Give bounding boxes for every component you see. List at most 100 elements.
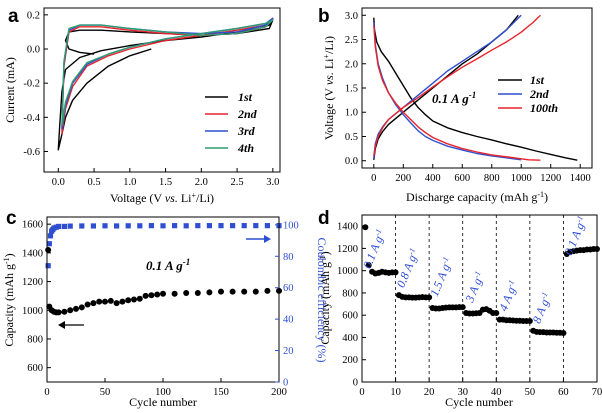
x-tick-label: 0 xyxy=(359,387,364,398)
capacity-point xyxy=(125,297,132,304)
capacity-point xyxy=(252,288,259,295)
rate-capacity-point xyxy=(362,224,369,231)
y-tick-label: 0.2 xyxy=(27,10,40,21)
discharge-curve-100th xyxy=(373,14,541,161)
y-axis-label-c: Capacity (mAh g-1) xyxy=(2,253,17,346)
legend-label-4th: 4th xyxy=(237,141,254,155)
y2-tick-label: 60 xyxy=(283,283,294,294)
plot-frame-b xyxy=(361,7,593,169)
x-tick-label: 2.0 xyxy=(195,177,208,188)
x-axis-label-a: Voltage (V vs. Li+/Li) xyxy=(110,191,214,206)
capacity-point xyxy=(61,308,68,315)
capacity-point xyxy=(148,292,155,299)
ce-point xyxy=(102,223,108,229)
x-tick-label: 1200 xyxy=(540,173,561,184)
x-tick-label: 800 xyxy=(484,173,500,184)
panel-b: b 0 200 400 600 800 1000 1200 1400 0.0 0.5 1.0 1.5… xyxy=(318,6,593,204)
ce-point xyxy=(218,223,224,229)
ce-point xyxy=(46,241,52,247)
legend-label-3rd: 3rd xyxy=(237,124,256,138)
y-tick-label: 2.5 xyxy=(345,35,358,46)
capacity-point xyxy=(45,247,52,253)
ce-point xyxy=(45,263,51,269)
legend-label-1st: 1st xyxy=(530,73,545,87)
rate-label: 1.5 A g-1 xyxy=(427,255,456,298)
ce-point xyxy=(253,223,259,229)
capacity-point xyxy=(90,300,97,307)
panel-a: a 0.0 0.5 1.0 1.5 2.0 2.5 3.0 -0.6-0.4-0.20.00… xyxy=(3,6,281,206)
ce-point xyxy=(137,223,143,229)
x-tick-label: 600 xyxy=(454,173,470,184)
y-ticks-b: 0.0 0.5 1.0 1.5 2.0 2.5 3.0 xyxy=(345,11,366,167)
capacity-point xyxy=(171,290,178,297)
discharge-curve-2nd xyxy=(373,14,522,161)
capacity-point xyxy=(142,292,149,299)
y-tick-label: 800 xyxy=(342,288,358,299)
rate-capacity-point xyxy=(365,262,372,269)
y-tick-label: -0.6 xyxy=(23,147,40,158)
x-tick-label: 1.5 xyxy=(159,177,172,188)
x-tick-label: 40 xyxy=(491,387,502,398)
rate-label: 3 A g-1 xyxy=(462,270,488,306)
capacity-point xyxy=(73,305,79,312)
arrow-to-left-axis xyxy=(58,321,84,329)
capacity-point xyxy=(78,304,85,311)
legend-label-2nd: 2nd xyxy=(237,107,258,121)
rate-annotation-c: 0.1 A g-1 xyxy=(146,257,190,273)
capacity-point xyxy=(229,288,236,295)
capacity-point xyxy=(84,301,91,308)
capacity-point xyxy=(154,291,161,298)
capacity-point xyxy=(218,288,224,295)
x-tick-label: 60 xyxy=(558,387,569,398)
y2-tick-label: 80 xyxy=(283,252,294,263)
x-tick-label: 20 xyxy=(424,387,435,398)
rate-capacity-point xyxy=(560,330,567,337)
panel-label-c: c xyxy=(6,208,17,229)
y2-axis-label-c: Coulombic efficiency (%) xyxy=(315,237,329,362)
x-tick-label: 100 xyxy=(155,387,171,398)
capacity-point xyxy=(241,288,248,295)
x-tick-label: 0 xyxy=(371,173,376,184)
y-tick-label: -0.2 xyxy=(23,79,40,90)
x-ticks-b: 0 200 400 600 800 1000 1200 1400 xyxy=(371,164,591,184)
capacity-point xyxy=(264,287,271,294)
capacity-point xyxy=(102,298,108,305)
plot-frame-d xyxy=(361,214,598,383)
capacity-point xyxy=(183,290,190,297)
rate-capacity-point xyxy=(426,294,433,301)
y2-tick-label: 40 xyxy=(283,315,294,326)
x-tick-label: 2.5 xyxy=(231,177,244,188)
y-tick-label: 600 xyxy=(342,311,358,322)
y-tick-label: 800 xyxy=(27,334,43,345)
rate-capacity-point xyxy=(493,309,500,316)
capacity-point xyxy=(194,290,201,297)
x-tick-label: 70 xyxy=(592,387,602,398)
y-tick-label: 1200 xyxy=(22,277,43,288)
rate-dividers xyxy=(395,215,564,382)
capacity-point xyxy=(131,296,137,303)
y-tick-label: 200 xyxy=(342,355,358,366)
panel-label-a: a xyxy=(8,6,19,27)
y2-ticks-c: 0 20 40 60 80 100 xyxy=(275,220,299,389)
x-tick-label: 50 xyxy=(525,387,536,398)
ce-point xyxy=(47,233,54,239)
capacity-point xyxy=(136,295,143,302)
ce-point xyxy=(114,223,120,229)
ce-point xyxy=(230,223,236,229)
y-tick-label: 1.5 xyxy=(345,84,358,95)
y-tick-label: 0.0 xyxy=(345,156,358,167)
rate-annotation-b: 0.1 A g-1 xyxy=(432,90,476,106)
x-ticks-d: 0 10 20 30 40 50 60 70 xyxy=(359,378,602,398)
x-tick-label: 400 xyxy=(425,173,441,184)
capacity-point xyxy=(55,309,62,316)
x-tick-label: 30 xyxy=(457,387,468,398)
capacity-point xyxy=(113,300,120,307)
y-tick-label: 1200 xyxy=(337,244,358,255)
y-ticks-c: 600 800 1000 1200 1400 1600 xyxy=(22,220,51,374)
panel-label-b: b xyxy=(318,6,330,27)
discharge-curves xyxy=(373,14,578,161)
y-tick-label: 1600 xyxy=(22,220,43,231)
y-ticks-d: 0 200 400 600 800 1000 1200 1400 xyxy=(337,222,366,389)
capacity-point xyxy=(119,298,126,305)
